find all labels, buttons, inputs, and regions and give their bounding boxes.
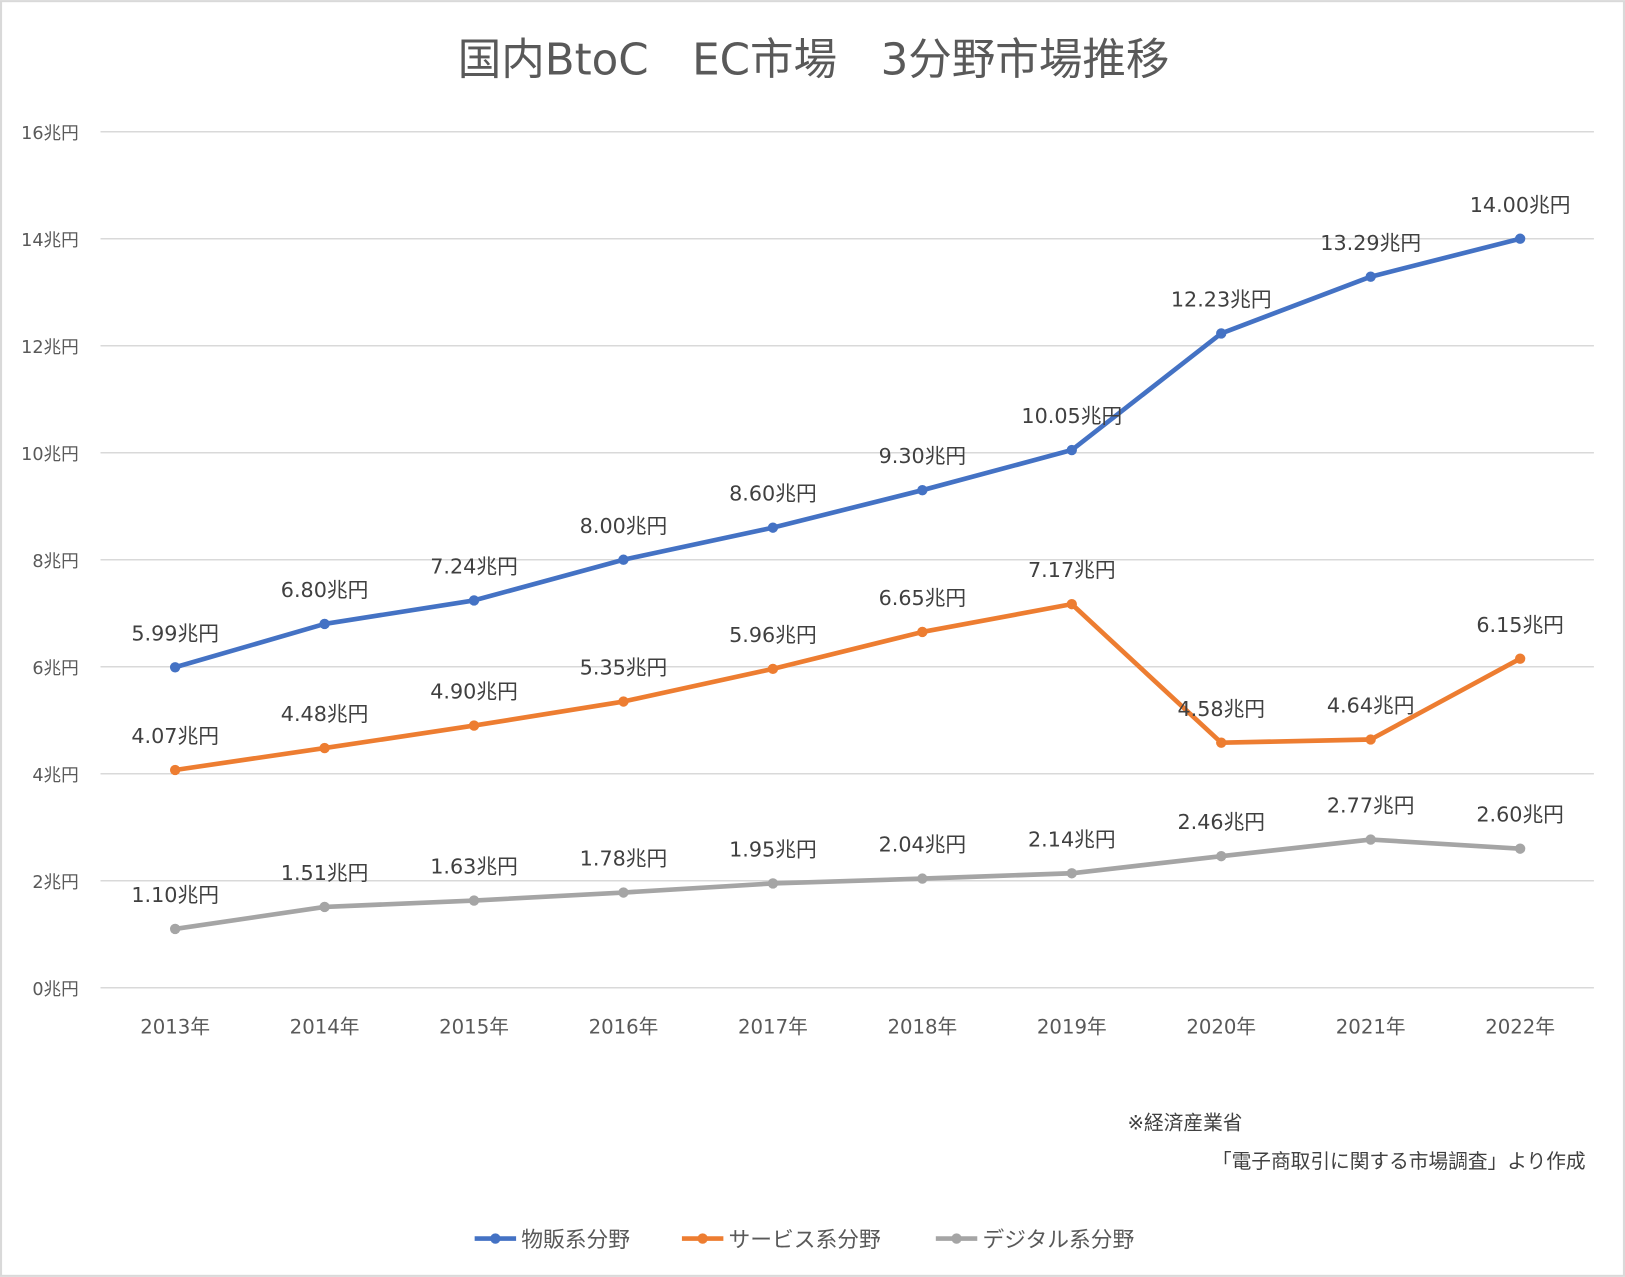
data-label: 1.78兆円 <box>580 847 668 871</box>
legend-marker <box>697 1233 708 1244</box>
data-label: 4.58兆円 <box>1177 697 1265 721</box>
x-tick-label: 2014年 <box>290 1015 360 1038</box>
legend-label: サービス系分野 <box>729 1228 881 1253</box>
data-label: 2.77兆円 <box>1327 794 1415 818</box>
data-label: 2.14兆円 <box>1028 827 1116 851</box>
legend-item-3: デジタル系分野 <box>935 1228 1135 1253</box>
series-line-1 <box>174 236 1521 670</box>
y-tick-label: 8兆円 <box>32 552 78 572</box>
data-point <box>1066 598 1077 610</box>
legend-label: デジタル系分野 <box>982 1228 1134 1253</box>
data-label: 2.60兆円 <box>1476 803 1564 827</box>
data-label: 9.30兆円 <box>879 444 967 468</box>
data-label: 12.23兆円 <box>1171 287 1272 311</box>
data-label: 8.60兆円 <box>729 482 817 506</box>
data-point <box>1514 653 1526 664</box>
chart-title: 国内BtoC EC市場 3分野市場推移 <box>458 36 1170 86</box>
data-point <box>468 895 480 906</box>
data-point <box>468 595 480 606</box>
data-label: 6.15兆円 <box>1476 613 1564 637</box>
data-label: 13.29兆円 <box>1320 231 1421 255</box>
data-point <box>1216 328 1227 339</box>
data-point <box>1066 444 1077 456</box>
x-tick-label: 2016年 <box>589 1015 659 1038</box>
data-point <box>767 663 779 675</box>
x-tick-label: 2018年 <box>887 1015 957 1038</box>
data-label: 2.46兆円 <box>1177 810 1265 834</box>
data-point <box>1216 850 1227 862</box>
data-label: 7.24兆円 <box>430 554 518 578</box>
data-label: 4.48兆円 <box>281 702 369 726</box>
data-label: 8.00兆円 <box>580 514 668 538</box>
data-label: 2.04兆円 <box>879 833 967 857</box>
x-tick-label: 2015年 <box>439 1015 509 1038</box>
data-point <box>1514 233 1526 244</box>
data-point <box>917 873 928 884</box>
x-tick-label: 2020年 <box>1186 1015 1256 1038</box>
x-tick-label: 2017年 <box>738 1015 808 1038</box>
legend-marker <box>951 1233 962 1244</box>
data-point <box>169 662 181 673</box>
y-tick-label: 0兆円 <box>32 980 78 1000</box>
data-point <box>1066 868 1077 879</box>
data-point <box>468 720 480 731</box>
x-tick-label: 2022年 <box>1485 1015 1555 1038</box>
data-point <box>618 887 629 898</box>
data-point <box>618 554 629 565</box>
data-point <box>618 696 629 707</box>
legend-marker <box>490 1233 501 1244</box>
data-label: 1.63兆円 <box>430 855 518 879</box>
data-label: 4.90兆円 <box>430 680 518 704</box>
data-point <box>917 626 928 638</box>
data-label: 6.80兆円 <box>281 578 369 602</box>
data-point <box>1216 737 1227 748</box>
source-note-2: 「電子商取引に関する市場調査」より作成 <box>1212 1150 1586 1173</box>
y-tick-label: 14兆円 <box>21 231 79 251</box>
legend-item-1: 物販系分野 <box>474 1228 630 1253</box>
data-label: 5.99兆円 <box>131 621 219 645</box>
data-point <box>319 618 330 630</box>
legend-item-2: サービス系分野 <box>681 1228 881 1253</box>
data-label: 6.65兆円 <box>879 586 967 610</box>
data-point <box>1365 271 1376 282</box>
data-label: 5.35兆円 <box>580 656 668 680</box>
y-tick-label: 16兆円 <box>21 124 79 144</box>
data-label: 1.51兆円 <box>281 861 369 885</box>
data-point <box>1365 734 1376 745</box>
series-line-2 <box>174 601 1522 773</box>
y-tick-label: 4兆円 <box>32 766 78 786</box>
data-point <box>767 878 779 889</box>
data-point <box>169 764 181 776</box>
legend-label: 物販系分野 <box>521 1228 630 1253</box>
data-label: 1.95兆円 <box>729 837 817 861</box>
data-label: 1.10兆円 <box>131 883 219 907</box>
x-tick-label: 2021年 <box>1336 1015 1406 1038</box>
data-label: 14.00兆円 <box>1470 193 1571 217</box>
data-label: 4.64兆円 <box>1327 694 1415 718</box>
y-tick-label: 10兆円 <box>21 445 79 465</box>
x-tick-label: 2019年 <box>1037 1015 1107 1038</box>
data-point <box>169 923 181 935</box>
x-tick-label: 2013年 <box>140 1015 210 1038</box>
series-line-3 <box>174 837 1521 932</box>
data-point <box>319 901 330 913</box>
data-point <box>767 522 779 533</box>
source-note-1: ※経済産業省 <box>1128 1112 1243 1135</box>
y-tick-label: 6兆円 <box>32 659 78 679</box>
data-point <box>1514 843 1526 854</box>
data-point <box>319 742 330 754</box>
data-label: 10.05兆円 <box>1021 404 1122 428</box>
y-tick-label: 2兆円 <box>32 873 78 893</box>
y-tick-label: 12兆円 <box>21 338 79 358</box>
data-point <box>1365 834 1376 845</box>
data-point <box>917 485 928 496</box>
data-label: 7.17兆円 <box>1028 558 1116 582</box>
data-label: 4.07兆円 <box>131 724 219 748</box>
data-label: 5.96兆円 <box>729 623 817 647</box>
